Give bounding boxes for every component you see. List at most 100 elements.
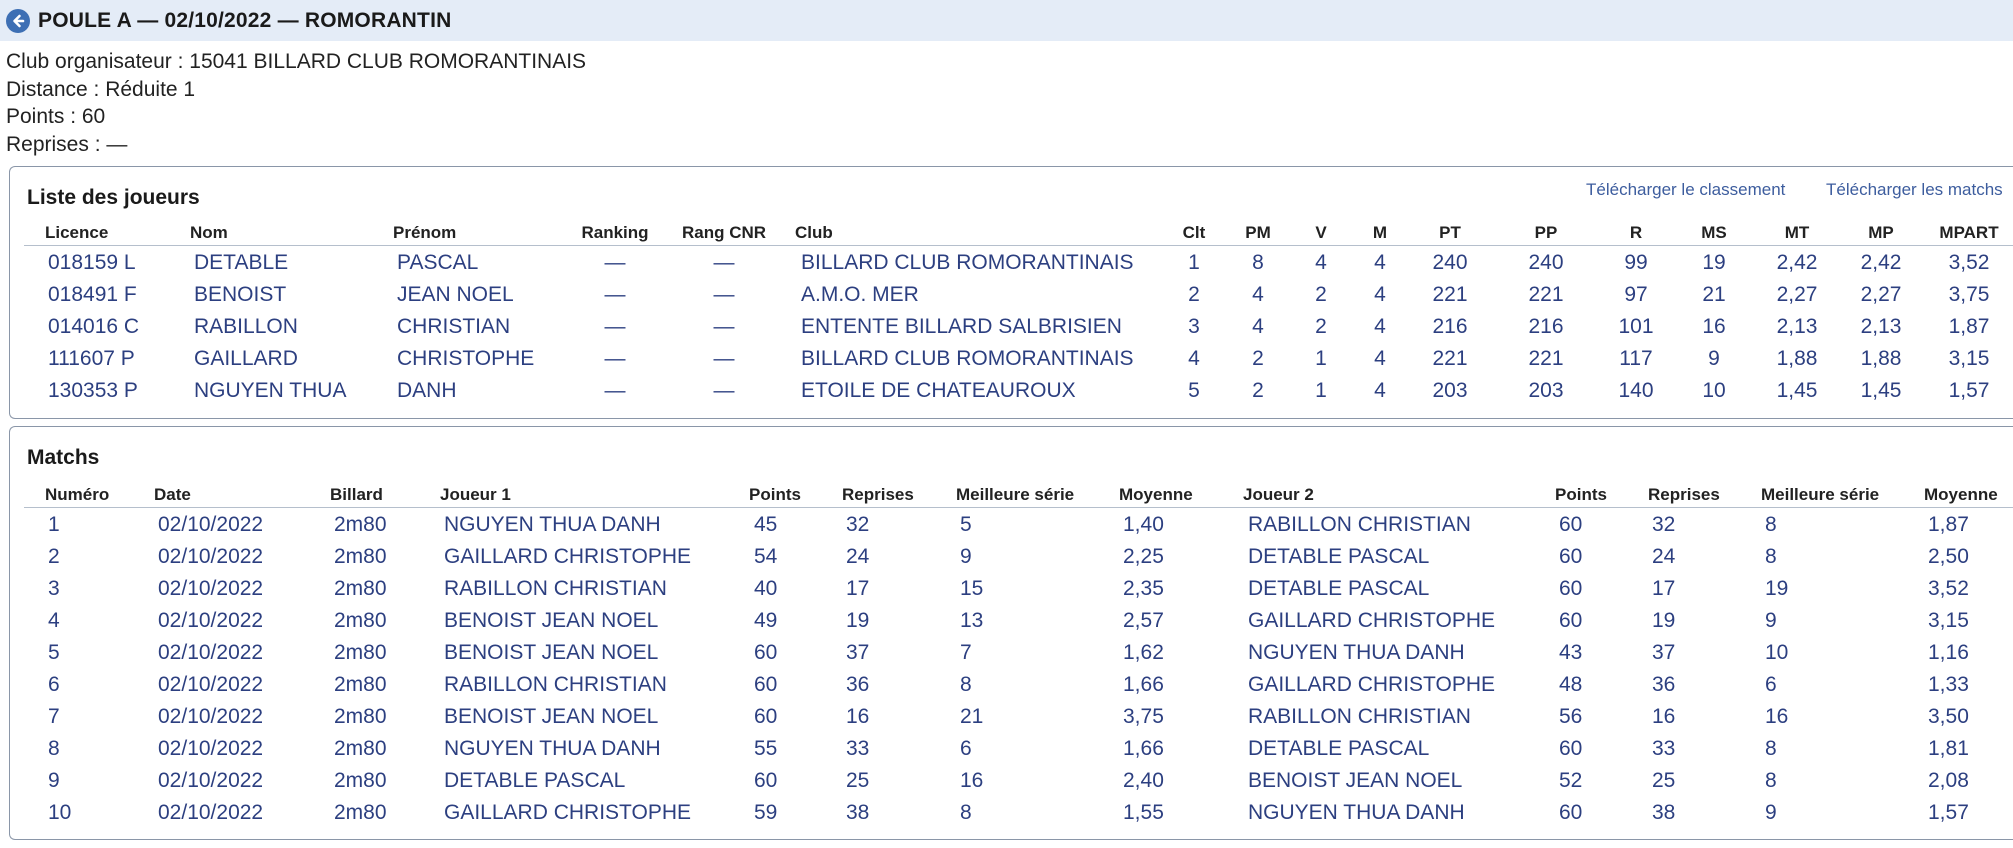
match-cell-reprises-2: 25 xyxy=(1652,769,1676,792)
match-cell-joueur-1[interactable]: RABILLON CHRISTIAN xyxy=(444,577,667,600)
match-cell-joueur-2[interactable]: RABILLON CHRISTIAN xyxy=(1248,513,1471,536)
player-cell-club[interactable]: A.M.O. MER xyxy=(801,283,919,306)
column-header-joueur-2[interactable]: Joueur 2 xyxy=(1243,485,1314,504)
column-header-moyenne-2[interactable]: Moyenne xyxy=(1924,485,1998,504)
column-header-mt[interactable]: MT xyxy=(1784,223,1810,242)
match-cell-joueur-1[interactable]: GAILLARD CHRISTOPHE xyxy=(444,545,692,568)
column-header-clt[interactable]: Clt xyxy=(1182,223,1206,242)
match-cell-joueur-1[interactable]: RABILLON CHRISTIAN xyxy=(444,673,667,696)
column-header-meilleure-serie-2[interactable]: Meilleure série xyxy=(1761,485,1880,504)
column-header-pt[interactable]: PT xyxy=(1439,223,1461,242)
match-cell-joueur-1[interactable]: BENOIST JEAN NOEL xyxy=(444,609,659,632)
match-cell-joueur-2[interactable]: GAILLARD CHRISTOPHE xyxy=(1248,609,1496,632)
match-cell-joueur-1[interactable]: BENOIST JEAN NOEL xyxy=(444,705,659,728)
player-cell-nom[interactable]: BENOIST xyxy=(194,283,287,306)
download-matchs-link[interactable]: Télécharger les matchs xyxy=(1826,180,2003,199)
player-row[interactable]: 018491 F BENOIST JEAN NOEL — — A.M.O. MER 2 4 2 4… xyxy=(24,279,2013,311)
match-row[interactable]: 4 02/10/2022 2m80 BENOIST JEAN NOEL 49 19 13 2,… xyxy=(24,605,2013,637)
column-header-points-1[interactable]: Points xyxy=(749,485,801,504)
column-header-pp[interactable]: PP xyxy=(1534,223,1558,242)
column-header-club[interactable]: Club xyxy=(795,223,833,242)
match-cell-reprises-1: 38 xyxy=(846,801,870,824)
match-cell-joueur-1[interactable]: NGUYEN THUA DANH xyxy=(444,737,661,760)
match-row[interactable]: 9 02/10/2022 2m80 DETABLE PASCAL 60 25 16 2,40 B… xyxy=(24,765,2013,797)
match-cell-joueur-2[interactable]: DETABLE PASCAL xyxy=(1248,545,1430,568)
player-cell-rang-cnr: — xyxy=(713,379,735,402)
column-header-ms[interactable]: MS xyxy=(1701,223,1727,242)
match-row[interactable]: 5 02/10/2022 2m80 BENOIST JEAN NOEL 60 37 7 1,6… xyxy=(24,637,2013,669)
match-cell-joueur-2[interactable]: NGUYEN THUA DANH xyxy=(1248,641,1465,664)
player-cell-licence[interactable]: 018491 F xyxy=(48,283,137,306)
player-cell-prenom[interactable]: CHRISTIAN xyxy=(397,315,511,338)
player-cell-licence[interactable]: 014016 C xyxy=(48,315,140,338)
back-button[interactable] xyxy=(6,8,30,33)
column-header-joueur-1[interactable]: Joueur 1 xyxy=(440,485,511,504)
column-header-numero[interactable]: Numéro xyxy=(45,485,110,504)
column-header-billard[interactable]: Billard xyxy=(330,485,383,504)
player-cell-nom[interactable]: DETABLE xyxy=(194,251,289,274)
match-row[interactable]: 3 02/10/2022 2m80 RABILLON CHRISTIAN 40 17 15 2… xyxy=(24,573,2013,605)
match-row[interactable]: 7 02/10/2022 2m80 BENOIST JEAN NOEL 60 16 21 3,… xyxy=(24,701,2013,733)
player-cell-pp: 240 xyxy=(1528,251,1564,274)
player-row[interactable]: 111607 P GAILLARD CHRISTOPHE — — BILLARD CLUB… xyxy=(24,343,2013,375)
player-cell-club[interactable]: ENTENTE BILLARD SALBRISIEN xyxy=(801,315,1122,338)
column-header-prenom[interactable]: Prénom xyxy=(393,223,457,242)
player-cell-nom[interactable]: RABILLON xyxy=(194,315,298,338)
player-cell-nom[interactable]: NGUYEN THUA xyxy=(194,379,347,402)
download-classement-link[interactable]: Télécharger le classement xyxy=(1586,180,1786,199)
player-cell-clt: 1 xyxy=(1188,251,1200,274)
match-cell-meilleure-serie-2: 8 xyxy=(1765,737,1777,760)
column-header-points-2[interactable]: Points xyxy=(1555,485,1607,504)
column-header-ranking[interactable]: Ranking xyxy=(581,223,649,242)
match-cell-points-1: 49 xyxy=(754,609,778,632)
match-cell-joueur-1[interactable]: DETABLE PASCAL xyxy=(444,769,626,792)
player-cell-prenom[interactable]: CHRISTOPHE xyxy=(397,347,535,370)
player-cell-licence[interactable]: 018159 L xyxy=(48,251,136,274)
player-cell-licence[interactable]: 111607 P xyxy=(48,347,135,370)
match-cell-joueur-2[interactable]: NGUYEN THUA DANH xyxy=(1248,801,1465,824)
column-header-nom[interactable]: Nom xyxy=(190,223,228,242)
match-cell-joueur-2[interactable]: DETABLE PASCAL xyxy=(1248,737,1430,760)
column-header-reprises-2[interactable]: Reprises xyxy=(1648,485,1720,504)
player-cell-prenom[interactable]: PASCAL xyxy=(397,251,479,274)
match-row[interactable]: 6 02/10/2022 2m80 RABILLON CHRISTIAN 60 36 8 1,… xyxy=(24,669,2013,701)
match-cell-reprises-2: 16 xyxy=(1652,705,1676,728)
column-header-mp[interactable]: MP xyxy=(1868,223,1894,242)
match-row[interactable]: 10 02/10/2022 2m80 GAILLARD CHRISTOPHE 59 38 8… xyxy=(24,797,2013,829)
column-header-moyenne-1[interactable]: Moyenne xyxy=(1119,485,1193,504)
player-row[interactable]: 018159 L DETABLE PASCAL — — BILLARD CLUB ROMO… xyxy=(24,247,2013,279)
column-header-r[interactable]: R xyxy=(1629,223,1643,242)
player-row[interactable]: 014016 C RABILLON CHRISTIAN — — ENTENTE BILLA… xyxy=(24,311,2013,343)
player-cell-club[interactable]: BILLARD CLUB ROMORANTINAIS xyxy=(801,251,1134,274)
column-header-pm[interactable]: PM xyxy=(1245,223,1271,242)
player-cell-club[interactable]: BILLARD CLUB ROMORANTINAIS xyxy=(801,347,1134,370)
match-cell-moyenne-1: 2,35 xyxy=(1123,577,1164,600)
player-cell-nom[interactable]: GAILLARD xyxy=(194,347,298,370)
match-cell-joueur-2[interactable]: DETABLE PASCAL xyxy=(1248,577,1430,600)
column-header-reprises-1[interactable]: Reprises xyxy=(842,485,914,504)
match-cell-joueur-1[interactable]: GAILLARD CHRISTOPHE xyxy=(444,801,692,824)
match-cell-joueur-2[interactable]: RABILLON CHRISTIAN xyxy=(1248,705,1471,728)
match-row[interactable]: 2 02/10/2022 2m80 GAILLARD CHRISTOPHE 54 24 9 2… xyxy=(24,541,2013,573)
match-cell-joueur-2[interactable]: GAILLARD CHRISTOPHE xyxy=(1248,673,1496,696)
player-row[interactable]: 130353 P NGUYEN THUA DANH — — ETOILE DE CHATE… xyxy=(24,375,2013,407)
title-bar: POULE A — 02/10/2022 — ROMORANTIN xyxy=(0,0,2013,41)
player-cell-prenom[interactable]: JEAN NOEL xyxy=(397,283,514,306)
column-header-licence[interactable]: Licence xyxy=(45,223,109,242)
player-cell-club[interactable]: ETOILE DE CHATEAUROUX xyxy=(801,379,1076,402)
player-cell-licence[interactable]: 130353 P xyxy=(48,379,138,402)
column-header-meilleure-serie-1[interactable]: Meilleure série xyxy=(956,485,1075,504)
column-header-mpart[interactable]: MPART xyxy=(1939,223,1999,242)
player-cell-rang-cnr: — xyxy=(713,283,735,306)
player-cell-prenom[interactable]: DANH xyxy=(397,379,457,402)
column-header-rang-cnr[interactable]: Rang CNR xyxy=(681,223,767,242)
match-cell-meilleure-serie-1: 21 xyxy=(960,705,984,728)
column-header-date[interactable]: Date xyxy=(154,485,191,504)
match-cell-joueur-1[interactable]: BENOIST JEAN NOEL xyxy=(444,641,659,664)
column-header-m[interactable]: M xyxy=(1372,223,1388,242)
match-cell-joueur-1[interactable]: NGUYEN THUA DANH xyxy=(444,513,661,536)
match-row[interactable]: 8 02/10/2022 2m80 NGUYEN THUA DANH 55 33 6 1,66… xyxy=(24,733,2013,765)
column-header-v[interactable]: V xyxy=(1315,223,1327,242)
match-row[interactable]: 1 02/10/2022 2m80 NGUYEN THUA DANH 45 32 5 1,40… xyxy=(24,509,2013,541)
match-cell-joueur-2[interactable]: BENOIST JEAN NOEL xyxy=(1248,769,1463,792)
